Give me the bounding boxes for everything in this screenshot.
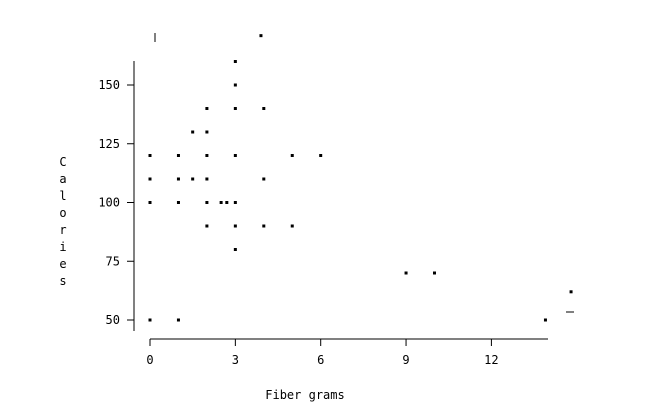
data-point xyxy=(148,201,152,204)
data-point xyxy=(148,177,152,181)
data-point xyxy=(233,224,237,228)
y-axis-title-letter: i xyxy=(59,240,66,254)
data-point xyxy=(148,154,152,157)
data-point xyxy=(205,201,209,204)
data-point xyxy=(233,60,237,63)
x-tick-label: 6 xyxy=(317,353,324,367)
data-point xyxy=(176,177,180,181)
data-point xyxy=(233,83,237,87)
data-point xyxy=(543,318,547,322)
points-layer xyxy=(148,34,573,322)
data-point xyxy=(259,34,263,38)
y-axis-title-letter: s xyxy=(59,274,66,288)
data-point xyxy=(433,271,436,275)
data-point xyxy=(262,177,266,181)
y-tick-label: 50 xyxy=(106,313,120,327)
data-point xyxy=(233,201,237,204)
x-tick-label: 0 xyxy=(146,353,153,367)
data-point xyxy=(262,224,266,228)
y-axis-title-letter: C xyxy=(59,155,66,169)
data-point xyxy=(319,154,323,157)
y-tick-label: 75 xyxy=(106,254,120,268)
data-point xyxy=(191,130,195,134)
data-point xyxy=(191,177,195,181)
data-point xyxy=(176,154,180,157)
data-point xyxy=(262,107,266,110)
data-point xyxy=(176,201,180,204)
data-point xyxy=(569,290,573,294)
y-tick-label: 100 xyxy=(98,196,120,210)
x-tick-label: 9 xyxy=(402,353,409,367)
data-point xyxy=(205,224,209,228)
data-point xyxy=(205,130,209,134)
axes-layer xyxy=(133,61,548,340)
x-tick-label: 12 xyxy=(484,353,498,367)
y-axis-title-letter: e xyxy=(59,257,66,271)
data-point xyxy=(205,154,209,157)
y-axis-title-letter: o xyxy=(59,206,66,220)
y-tick-label: 150 xyxy=(98,78,120,92)
data-point xyxy=(233,107,237,110)
data-point xyxy=(148,318,152,322)
data-point xyxy=(176,318,180,322)
data-point xyxy=(233,248,237,251)
data-point xyxy=(205,107,209,110)
data-point xyxy=(219,201,223,204)
data-point xyxy=(290,224,294,228)
x-axis-title: Fiber grams xyxy=(265,388,344,402)
data-point xyxy=(404,271,408,275)
data-point xyxy=(205,177,209,181)
data-point xyxy=(233,154,237,157)
y-axis-title-letter: a xyxy=(59,172,66,186)
ticks-layer: 50 75 100 125 150 0 3 6 9 12 xyxy=(98,78,498,367)
y-axis-title-letter: l xyxy=(59,189,66,203)
y-axis-title-letter: r xyxy=(59,223,66,237)
x-tick-label: 3 xyxy=(232,353,239,367)
data-point xyxy=(290,154,294,157)
y-tick-label: 125 xyxy=(98,137,120,151)
data-point xyxy=(225,201,229,204)
